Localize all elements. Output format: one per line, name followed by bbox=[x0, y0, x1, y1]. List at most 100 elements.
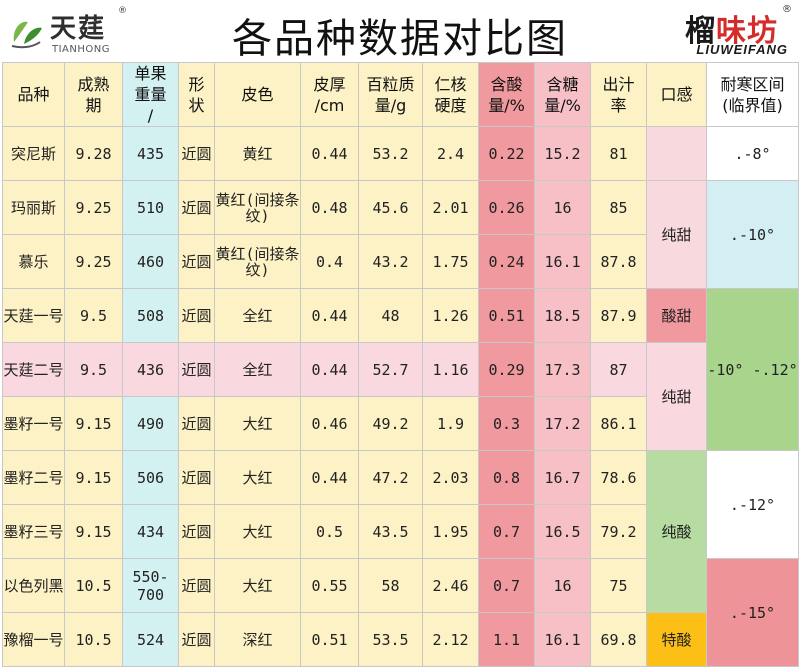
cell-seed-hardness: 2.46 bbox=[422, 558, 479, 613]
cell-sugar: 16 bbox=[534, 558, 591, 613]
column-header-line: 量/g bbox=[374, 95, 407, 115]
column-header-line: 成熟 bbox=[77, 74, 110, 94]
cell-acid: 0.29 bbox=[478, 342, 535, 397]
cell-shape: 近圆 bbox=[178, 288, 215, 343]
cell-skin-thickness: 0.5 bbox=[300, 504, 359, 559]
cell-skin-color: 全红 bbox=[214, 288, 301, 343]
column-header-line: 皮色 bbox=[241, 85, 274, 104]
cell-taste: 酸甜 bbox=[646, 288, 707, 343]
column-header-line: 率 bbox=[610, 95, 627, 115]
cell-seed-hardness: 2.01 bbox=[422, 180, 479, 235]
column-header-skin-thickness: 皮厚/cm bbox=[300, 62, 359, 127]
cell-taste: 纯甜 bbox=[646, 342, 707, 451]
column-header-line: 口感 bbox=[660, 85, 693, 104]
column-header-line: 耐寒区间 bbox=[720, 74, 785, 94]
cell-skin-color: 大红 bbox=[214, 396, 301, 451]
table-row: 以色列黑 10.5 550-700 近圆 大红 0.55 58 2.46 0.7 16 75 .-15… bbox=[2, 558, 799, 667]
cell-grain-mass: 43.5 bbox=[358, 504, 423, 559]
column-header-shape: 形状 bbox=[178, 62, 215, 127]
cell-variety: 以色列黑 bbox=[2, 558, 65, 613]
cell-skin-thickness: 0.4 bbox=[300, 234, 359, 289]
cell-cold-range: -10° -.12° bbox=[706, 288, 799, 451]
cell-weight: 460 bbox=[122, 234, 179, 289]
column-header-line: /cm bbox=[314, 95, 345, 115]
column-header-line: 皮厚 bbox=[313, 74, 346, 94]
column-header-juice: 出汁率 bbox=[590, 62, 647, 127]
cell-acid: 1.1 bbox=[478, 612, 535, 667]
cell-weight: 506 bbox=[122, 450, 179, 505]
column-header-line: 含酸 bbox=[490, 74, 523, 94]
cell-seed-hardness: 1.9 bbox=[422, 396, 479, 451]
cell-grain-mass: 47.2 bbox=[358, 450, 423, 505]
cell-maturity: 9.15 bbox=[64, 450, 123, 505]
cell-sugar: 15.2 bbox=[534, 126, 591, 181]
cell-skin-thickness: 0.44 bbox=[300, 342, 359, 397]
cell-weight: 550-700 bbox=[122, 558, 179, 613]
column-header-line: 仁核 bbox=[434, 74, 467, 94]
cell-taste bbox=[646, 126, 707, 181]
cell-acid: 0.26 bbox=[478, 180, 535, 235]
cell-shape: 近圆 bbox=[178, 234, 215, 289]
cell-acid: 0.24 bbox=[478, 234, 535, 289]
cell-juice: 79.2 bbox=[590, 504, 647, 559]
cell-weight: 435 bbox=[122, 126, 179, 181]
column-header-line: 重量 bbox=[134, 85, 167, 104]
cell-variety: 墨籽二号 bbox=[2, 450, 65, 505]
cell-cold-range: .-15° bbox=[706, 558, 799, 667]
page-title: 各品种数据对比图 bbox=[232, 16, 568, 62]
cell-weight: 510 bbox=[122, 180, 179, 235]
cell-weight: 524 bbox=[122, 612, 179, 667]
cell-seed-hardness: 2.4 bbox=[422, 126, 479, 181]
cell-maturity: 9.28 bbox=[64, 126, 123, 181]
cell-skin-thickness: 0.55 bbox=[300, 558, 359, 613]
table-row: 墨籽二号 9.15 506 近圆 大红 0.44 47.2 2.03 0.8 16.7 78.6 纯酸… bbox=[2, 450, 799, 613]
table-row: 天莛二号 9.5 436 近圆 全红 0.44 52.7 1.16 0.29 17.3 87 纯甜 bbox=[2, 342, 799, 451]
cell-grain-mass: 58 bbox=[358, 558, 423, 613]
cell-maturity: 9.15 bbox=[64, 504, 123, 559]
cell-skin-color: 大红 bbox=[214, 558, 301, 613]
cell-variety: 天莛二号 bbox=[2, 342, 65, 397]
cell-variety: 玛丽斯 bbox=[2, 180, 65, 235]
cell-maturity: 9.5 bbox=[64, 288, 123, 343]
cell-sugar: 16.5 bbox=[534, 504, 591, 559]
cell-skin-color: 深红 bbox=[214, 612, 301, 667]
column-header-sugar: 含糖 量/% bbox=[534, 62, 591, 127]
cell-seed-hardness: 1.95 bbox=[422, 504, 479, 559]
cell-juice: 75 bbox=[590, 558, 647, 613]
column-header-line: 含糖 bbox=[546, 74, 579, 94]
cell-skin-color: 大红 bbox=[214, 504, 301, 559]
table-header-row: 品种 成熟期单果 重量 / 形状皮色 皮厚/cm 百粒质 量/g 仁核 硬度 含酸 量/% 含糖 量/% 出… bbox=[2, 62, 799, 127]
column-header-taste: 口感 bbox=[646, 62, 707, 127]
table-row: 玛丽斯 9.25 510 近圆 黄红(间接条纹) 0.48 45.6 2.01 0.26 16 85… bbox=[2, 180, 799, 289]
cell-acid: 0.8 bbox=[478, 450, 535, 505]
cell-maturity: 9.15 bbox=[64, 396, 123, 451]
cell-variety: 突尼斯 bbox=[2, 126, 65, 181]
cell-juice: 81 bbox=[590, 126, 647, 181]
registered-mark-right: ® bbox=[782, 4, 792, 15]
cell-skin-thickness: 0.44 bbox=[300, 288, 359, 343]
cell-maturity: 9.25 bbox=[64, 234, 123, 289]
cell-acid: 0.22 bbox=[478, 126, 535, 181]
cell-grain-mass: 53.2 bbox=[358, 126, 423, 181]
liuweifang-logo: 榴味坊 ® LIUWEIFANG bbox=[660, 4, 792, 60]
cell-acid: 0.7 bbox=[478, 558, 535, 613]
leaf-logo-icon bbox=[11, 21, 42, 49]
brand-left-name: 天莛 bbox=[50, 14, 107, 44]
column-header-line: / bbox=[147, 106, 154, 125]
cell-maturity: 10.5 bbox=[64, 612, 123, 667]
page-header: 天莛 ® TIANHONG 各品种数据对比图 榴味坊 ® LIUWEIFANG bbox=[0, 0, 800, 62]
cell-juice: 87.8 bbox=[590, 234, 647, 289]
column-header-line: 单果 bbox=[134, 64, 167, 83]
cell-taste: 纯甜 bbox=[646, 180, 707, 289]
cell-sugar: 18.5 bbox=[534, 288, 591, 343]
cell-taste: 纯酸 bbox=[646, 450, 707, 613]
cell-sugar: 16.1 bbox=[534, 612, 591, 667]
cell-juice: 78.6 bbox=[590, 450, 647, 505]
tianhong-logo: 天莛 ® TIANHONG bbox=[6, 6, 127, 58]
cell-shape: 近圆 bbox=[178, 558, 215, 613]
brand-right-english: LIUWEIFANG bbox=[696, 42, 788, 57]
cell-weight: 434 bbox=[122, 504, 179, 559]
cell-skin-color: 黄红 bbox=[214, 126, 301, 181]
cell-juice: 87.9 bbox=[590, 288, 647, 343]
cell-shape: 近圆 bbox=[178, 504, 215, 559]
